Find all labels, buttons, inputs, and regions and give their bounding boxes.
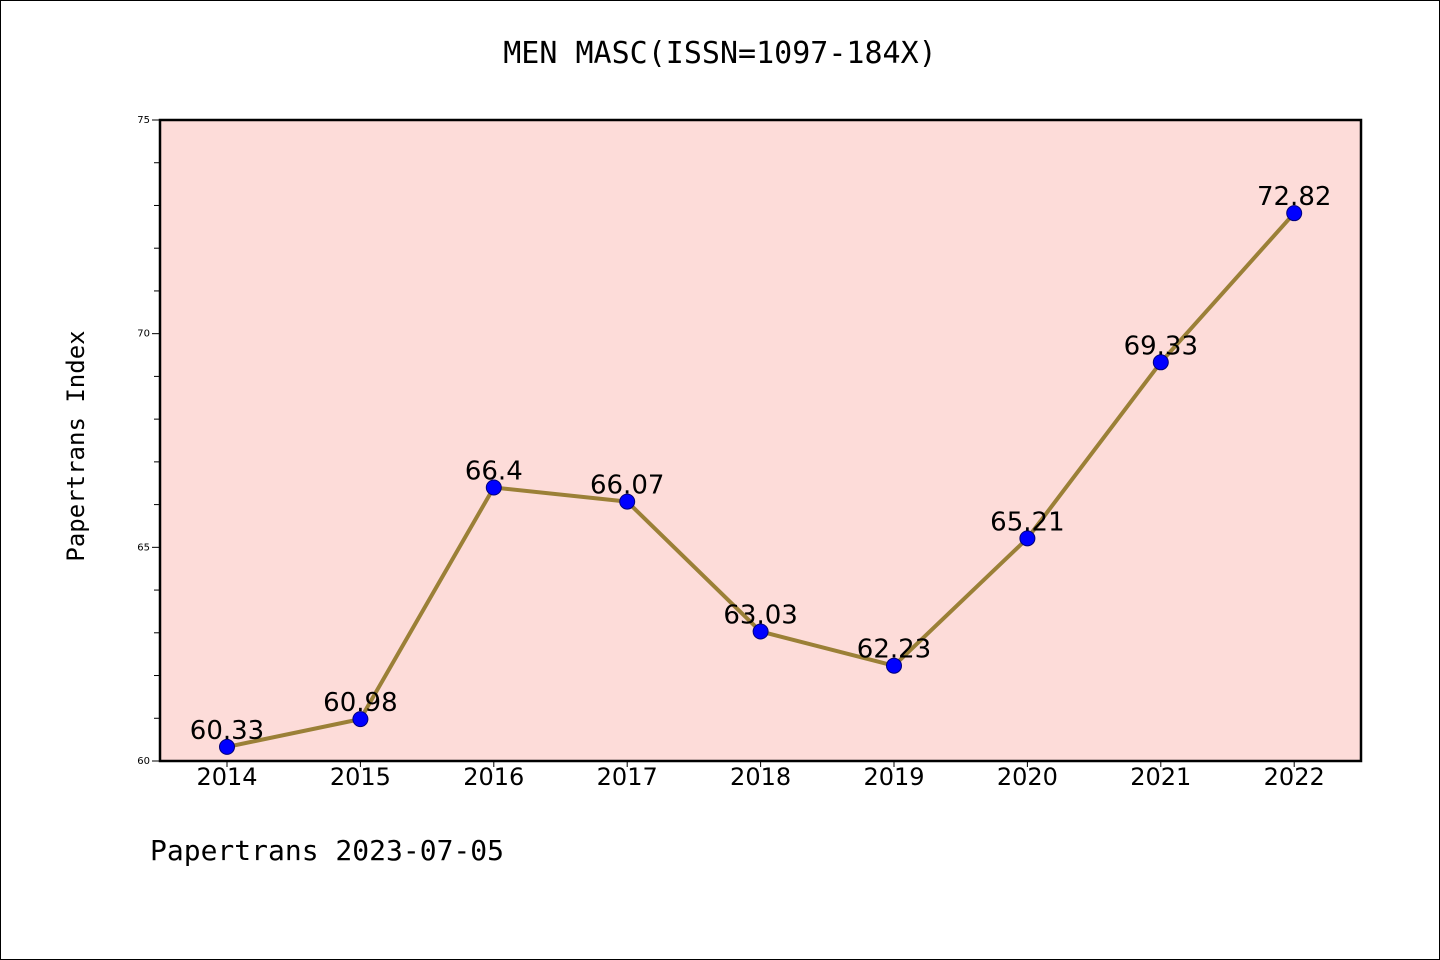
data-point: [752, 623, 769, 640]
data-label: 66.07: [590, 471, 664, 501]
y-tick-label: 75: [137, 115, 150, 126]
data-label: 62.23: [857, 635, 931, 665]
x-tick-label: 2014: [196, 763, 257, 791]
data-label: 66.4: [465, 457, 523, 487]
data-label: 72.82: [1257, 182, 1331, 212]
data-label: 65.21: [990, 507, 1064, 537]
data-point: [219, 738, 235, 755]
plot-border: [158, 118, 1363, 763]
x-tick-label: 2017: [597, 763, 658, 791]
x-tick-label: 2019: [863, 763, 924, 791]
data-point: [1286, 205, 1303, 222]
y-tick-label: 60: [137, 756, 150, 767]
x-tick-label: 2022: [1264, 763, 1325, 791]
y-tick-label: 65: [137, 542, 150, 553]
data-point: [485, 479, 502, 496]
plot-area: [160, 120, 1361, 761]
data-label: 69.33: [1124, 331, 1198, 361]
data-point: [352, 711, 369, 728]
x-tick-label: 2015: [330, 763, 391, 791]
y-tick-label: 70: [137, 329, 150, 340]
chart-title: MEN MASC(ISSN=1097-184X): [503, 36, 937, 71]
data-point: [619, 493, 636, 510]
data-label: 63.03: [723, 601, 797, 631]
data-point: [886, 657, 902, 674]
x-tick-label: 2016: [463, 763, 524, 791]
data-point: [1152, 354, 1169, 371]
x-tick-label: 2020: [997, 763, 1058, 791]
data-point: [1019, 530, 1036, 547]
data-label: 60.98: [323, 688, 397, 718]
footer-text: Papertrans 2023-07-05: [150, 834, 505, 867]
data-label: 60.33: [190, 716, 264, 746]
x-tick-label: 2018: [730, 763, 791, 791]
x-tick-label: 2021: [1130, 763, 1191, 791]
